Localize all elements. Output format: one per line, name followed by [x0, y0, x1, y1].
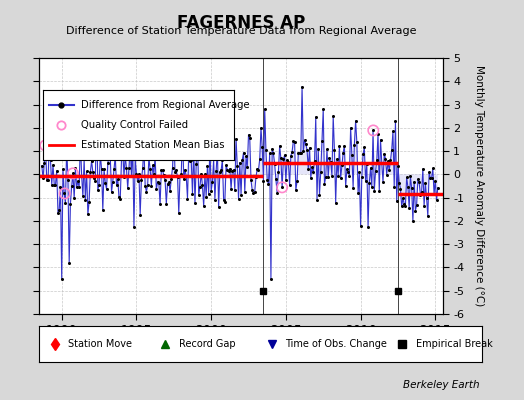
Point — [278, 184, 286, 190]
Y-axis label: Monthly Temperature Anomaly Difference (°C): Monthly Temperature Anomaly Difference (… — [474, 65, 484, 307]
Text: FAGERNES AP: FAGERNES AP — [177, 14, 305, 32]
Point — [69, 170, 77, 176]
Point — [60, 190, 69, 197]
Text: Difference from Regional Average: Difference from Regional Average — [81, 100, 250, 110]
Text: Record Gap: Record Gap — [179, 339, 235, 349]
Text: Empirical Break: Empirical Break — [416, 339, 493, 349]
Point — [41, 142, 49, 148]
Text: Estimated Station Mean Bias: Estimated Station Mean Bias — [81, 140, 225, 150]
Text: Difference of Station Temperature Data from Regional Average: Difference of Station Temperature Data f… — [66, 26, 416, 36]
Text: Quality Control Failed: Quality Control Failed — [81, 120, 188, 130]
Text: Berkeley Earth: Berkeley Earth — [403, 380, 479, 390]
Text: Time of Obs. Change: Time of Obs. Change — [285, 339, 387, 349]
Point — [369, 127, 377, 134]
Text: Station Move: Station Move — [68, 339, 132, 349]
